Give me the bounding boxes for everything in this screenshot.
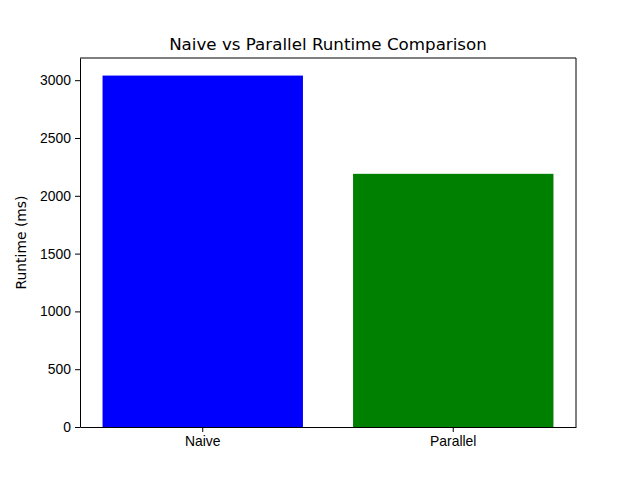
y-tick-mark — [75, 311, 80, 312]
y-tick: 2000 — [40, 188, 80, 204]
y-axis-line — [80, 59, 81, 428]
y-tick-mark — [75, 138, 80, 139]
y-tick-label: 1500 — [40, 246, 71, 262]
x-tick-label: Parallel — [430, 433, 476, 449]
x-tick: Parallel — [430, 427, 476, 449]
plot-area: 0 500 1000 1500 2000 2500 3000 Naive Parallel — [40, 58, 576, 449]
y-tick-label: 2500 — [40, 130, 71, 146]
y-tick-mark — [75, 80, 80, 81]
frame-top — [80, 58, 576, 59]
bars — [103, 76, 554, 427]
chart: 050010001500200025003000NaiveParallelNai… — [0, 0, 640, 480]
y-tick-mark — [75, 427, 80, 428]
x-tick: Naive — [185, 427, 221, 449]
y-tick: 3000 — [40, 72, 80, 88]
y-axis-title: Runtime (ms) — [13, 195, 29, 289]
y-tick: 0 — [63, 419, 80, 435]
y-tick: 2500 — [40, 130, 80, 146]
y-axis: 0 500 1000 1500 2000 2500 3000 — [40, 59, 80, 435]
x-axis: Naive Parallel — [81, 427, 577, 449]
bar — [103, 76, 303, 427]
title: Naive vs Parallel Runtime Comparison — [169, 34, 487, 54]
y-tick-label: 1000 — [40, 303, 71, 319]
y-tick-label: 0 — [63, 419, 71, 435]
x-tick-label: Naive — [185, 433, 221, 449]
y-tick: 1000 — [40, 303, 80, 319]
x-tick-mark — [202, 427, 203, 432]
y-tick: 1500 — [40, 246, 80, 262]
y-tick-label: 3000 — [40, 72, 71, 88]
y-tick-label: 2000 — [40, 188, 71, 204]
y-tick-mark — [75, 196, 80, 197]
bar — [353, 174, 553, 427]
y-tick-mark — [75, 254, 80, 255]
x-axis-line — [81, 427, 577, 428]
frame-right — [576, 58, 577, 427]
y-tick-mark — [75, 369, 80, 370]
x-tick-mark — [453, 427, 454, 432]
y-tick-label: 500 — [48, 361, 71, 377]
y-tick: 500 — [48, 361, 80, 377]
